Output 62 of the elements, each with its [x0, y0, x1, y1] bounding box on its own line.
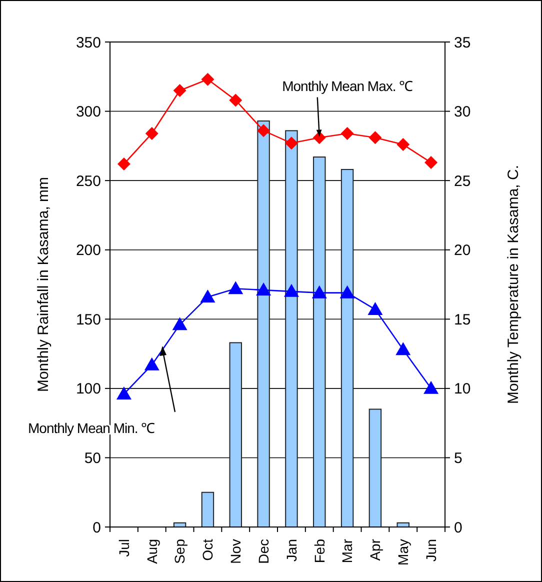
annotation: Monthly Mean Max. ℃: [282, 78, 414, 94]
y2-tick-label: 15: [454, 311, 471, 328]
y-axis-title: Monthly Rainfall in Kasama, mm: [35, 176, 52, 392]
y-tick-label: 50: [84, 450, 101, 467]
point: [340, 285, 355, 298]
bar: [285, 130, 298, 528]
point: [144, 357, 160, 370]
point: [145, 126, 158, 140]
x-tick-label: Dec: [255, 539, 272, 564]
bar: [229, 342, 242, 528]
bar: [340, 168, 354, 528]
bar: [368, 408, 382, 528]
point: [396, 342, 411, 356]
x-tick-label: May: [395, 539, 412, 566]
point: [117, 157, 130, 170]
point: [229, 94, 242, 107]
y2-tick-label: 10: [454, 380, 471, 398]
point: [284, 136, 298, 150]
y-tick-label: 300: [76, 104, 101, 121]
bar: [257, 120, 270, 528]
x-tick-label: Mar: [339, 538, 356, 564]
x-tick-label: Oct: [200, 538, 216, 561]
y-tick-label: 0: [92, 519, 101, 536]
point: [172, 317, 188, 330]
x-tick-label: Nov: [228, 539, 244, 564]
y-tick-label: 150: [76, 311, 101, 328]
point: [173, 84, 186, 97]
x-tick-label: Feb: [311, 538, 328, 564]
x-tick-label: Sep: [172, 538, 188, 564]
point: [312, 285, 327, 298]
y-tick-label: 350: [76, 34, 101, 52]
point: [256, 282, 272, 296]
annotation: Monthly Mean Min. ℃: [28, 420, 156, 436]
bar: [201, 492, 214, 528]
y2-axis-title: Monthly Temperature in Kasama, C.: [505, 165, 522, 404]
x-tick-label: Jan: [283, 539, 300, 562]
y-tick-label: 200: [76, 242, 101, 260]
y2-tick-label: 30: [454, 104, 471, 121]
point: [396, 138, 410, 152]
y2-tick-label: 20: [454, 242, 471, 260]
point: [424, 380, 439, 394]
point: [340, 126, 354, 140]
y2-tick-label: 35: [454, 34, 471, 52]
point: [368, 302, 383, 315]
x-tick-label: Jun: [422, 539, 439, 562]
y2-tick-label: 0: [454, 519, 462, 536]
y-tick-label: 100: [76, 380, 101, 398]
x-tick-label: Aug: [144, 539, 160, 564]
x-tick-label: Apr: [367, 538, 384, 561]
x-tick-label: Jul: [116, 539, 132, 557]
point: [116, 386, 132, 400]
y2-tick-label: 5: [454, 450, 462, 467]
y2-tick-label: 25: [454, 172, 471, 190]
point: [424, 156, 438, 170]
point: [284, 284, 299, 297]
y-tick-label: 250: [76, 172, 101, 190]
point: [368, 131, 382, 144]
point: [201, 72, 214, 86]
point: [257, 124, 270, 138]
point: [228, 281, 244, 294]
point: [200, 289, 216, 302]
bar: [313, 156, 326, 528]
